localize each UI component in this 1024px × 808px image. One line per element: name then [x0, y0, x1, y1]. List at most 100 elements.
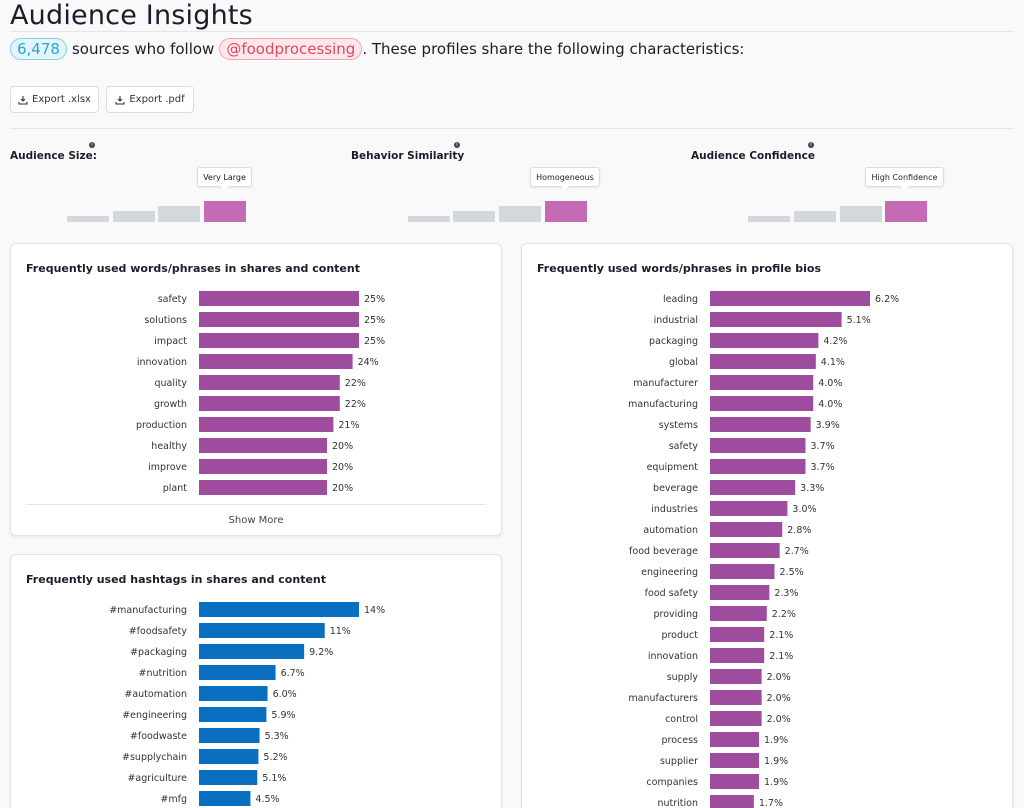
- bar[interactable]: [710, 669, 762, 684]
- value-label: 5.9%: [271, 710, 295, 721]
- value-label: 1.7%: [759, 798, 783, 808]
- category-label: packaging: [649, 336, 698, 347]
- category-label: #engineering: [122, 710, 187, 721]
- value-label: 4.0%: [818, 378, 842, 389]
- category-label: plant: [163, 483, 188, 494]
- bar[interactable]: [199, 459, 327, 474]
- bar[interactable]: [199, 438, 327, 453]
- category-label: #foodsafety: [129, 626, 188, 637]
- export-xlsx-button[interactable]: Export .xlsx: [10, 86, 99, 113]
- bar[interactable]: [710, 438, 806, 453]
- bar[interactable]: [710, 732, 760, 747]
- bar[interactable]: [199, 707, 267, 722]
- category-label: engineering: [641, 567, 698, 578]
- category-label: healthy: [151, 441, 187, 452]
- bar[interactable]: [710, 585, 770, 600]
- bar[interactable]: [199, 417, 334, 432]
- value-label: 20%: [332, 462, 353, 473]
- bar[interactable]: [199, 791, 251, 806]
- bar[interactable]: [710, 753, 760, 768]
- bar[interactable]: [199, 333, 359, 348]
- bar[interactable]: [710, 354, 816, 369]
- value-label: 2.0%: [767, 672, 791, 683]
- bar[interactable]: [710, 795, 754, 808]
- bar[interactable]: [199, 480, 327, 495]
- value-label: 2.0%: [767, 714, 791, 725]
- bar[interactable]: [710, 417, 811, 432]
- level-bar: [453, 211, 495, 222]
- bar[interactable]: [199, 644, 305, 659]
- bar[interactable]: [199, 728, 260, 743]
- bar[interactable]: [199, 749, 259, 764]
- category-label: systems: [659, 420, 698, 431]
- value-label: 2.1%: [769, 630, 793, 641]
- bar[interactable]: [199, 770, 258, 785]
- bar[interactable]: [710, 522, 783, 537]
- category-label: impact: [154, 336, 187, 347]
- bar[interactable]: [710, 606, 767, 621]
- category-label: providing: [653, 609, 698, 620]
- level-bar: [794, 211, 836, 222]
- show-more-button[interactable]: Show More: [26, 504, 486, 526]
- category-label: #automation: [124, 689, 187, 700]
- bar[interactable]: [199, 602, 359, 617]
- info-icon[interactable]: i: [808, 142, 814, 148]
- bar[interactable]: [199, 623, 325, 638]
- bar[interactable]: [199, 312, 359, 327]
- bar[interactable]: [710, 501, 788, 516]
- category-label: global: [669, 357, 698, 368]
- level-bar: [748, 216, 790, 222]
- bar[interactable]: [710, 333, 819, 348]
- category-label: improve: [148, 462, 187, 473]
- bar[interactable]: [199, 354, 353, 369]
- category-label: nutrition: [657, 798, 698, 808]
- bar[interactable]: [710, 459, 806, 474]
- value-label: 11%: [330, 626, 351, 637]
- shares-words-chart: safety 25% solutions 25% impact 25% innovation…: [136, 291, 385, 495]
- bar[interactable]: [199, 396, 340, 411]
- bar[interactable]: [710, 312, 842, 327]
- bar[interactable]: [199, 291, 359, 306]
- category-label: #mfg: [160, 794, 187, 805]
- divider: [10, 31, 1014, 32]
- category-label: growth: [154, 399, 187, 410]
- value-label: 2.1%: [769, 651, 793, 662]
- category-label: #packaging: [130, 647, 187, 658]
- value-label: 2.8%: [787, 525, 811, 536]
- value-label: 4.5%: [255, 794, 279, 805]
- bar[interactable]: [710, 627, 765, 642]
- value-label: 5.1%: [847, 315, 871, 326]
- behavior-similarity-metric: Behavior Similarity i Homogeneous: [351, 142, 651, 222]
- card-title: Frequently used hashtags in shares and c…: [26, 573, 326, 586]
- category-label: safety: [669, 441, 699, 452]
- bar[interactable]: [199, 686, 268, 701]
- bar[interactable]: [199, 375, 340, 390]
- bar[interactable]: [710, 480, 796, 495]
- bar[interactable]: [710, 648, 765, 663]
- bar[interactable]: [710, 396, 814, 411]
- export-pdf-button[interactable]: Export .pdf: [106, 86, 194, 113]
- bar[interactable]: [710, 543, 780, 558]
- level-bar: [408, 216, 450, 222]
- level-bar-active: [885, 201, 927, 222]
- bar[interactable]: [710, 291, 870, 306]
- bar[interactable]: [710, 711, 762, 726]
- category-label: beverage: [653, 483, 698, 494]
- level-bar: [840, 206, 882, 222]
- source-count-badge[interactable]: 6,478: [10, 38, 67, 60]
- bar[interactable]: [710, 690, 762, 705]
- bar[interactable]: [199, 665, 276, 680]
- level-bar-active: [204, 201, 246, 222]
- bar[interactable]: [710, 375, 814, 390]
- bar[interactable]: [710, 564, 775, 579]
- info-icon[interactable]: i: [454, 142, 460, 148]
- value-label: 2.2%: [772, 609, 796, 620]
- category-label: #manufacturing: [109, 605, 187, 616]
- bar[interactable]: [710, 774, 760, 789]
- category-label: product: [661, 630, 698, 641]
- category-label: manufacturing: [628, 399, 698, 410]
- category-label: safety: [158, 294, 188, 305]
- value-label: 9.2%: [309, 647, 333, 658]
- handle-badge[interactable]: @foodprocessing: [219, 38, 363, 60]
- info-icon[interactable]: i: [89, 142, 95, 148]
